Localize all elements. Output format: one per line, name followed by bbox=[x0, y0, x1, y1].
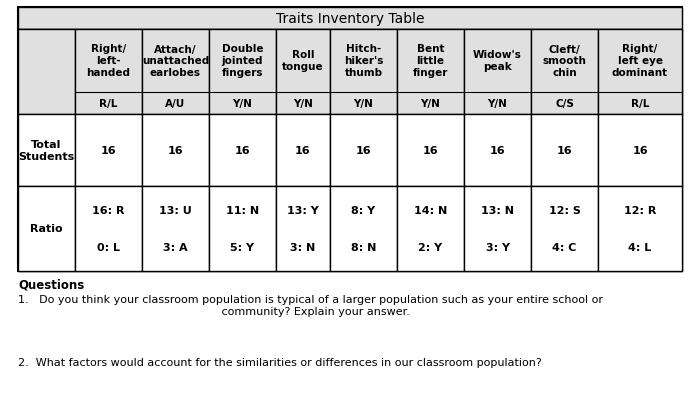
Text: Y/N: Y/N bbox=[354, 99, 373, 109]
Text: 1.   Do you think your classroom population is typical of a larger population su: 1. Do you think your classroom populatio… bbox=[18, 294, 603, 316]
Bar bbox=[531, 30, 598, 115]
Bar bbox=[75, 187, 142, 271]
Text: Ratio: Ratio bbox=[30, 224, 63, 234]
Text: 12: R: 12: R bbox=[624, 205, 656, 215]
Text: 2.  What factors would account for the similarities or differences in our classr: 2. What factors would account for the si… bbox=[18, 357, 542, 367]
Text: Bent
little
finger: Bent little finger bbox=[413, 44, 448, 78]
Text: Questions: Questions bbox=[18, 277, 84, 290]
Bar bbox=[464, 115, 531, 187]
Bar bbox=[330, 30, 397, 115]
Bar bbox=[464, 30, 531, 115]
Text: 8: N: 8: N bbox=[351, 242, 376, 253]
Bar bbox=[142, 115, 209, 187]
Text: Widow's
peak: Widow's peak bbox=[473, 50, 522, 72]
Bar bbox=[276, 187, 330, 271]
Bar bbox=[598, 115, 682, 187]
Bar bbox=[18, 187, 75, 271]
Text: Right/
left eye
dominant: Right/ left eye dominant bbox=[612, 44, 668, 78]
Bar bbox=[397, 30, 464, 115]
Bar bbox=[397, 187, 464, 271]
Text: Y/N: Y/N bbox=[293, 99, 313, 109]
Text: R/L: R/L bbox=[99, 99, 118, 109]
Text: 16: 16 bbox=[423, 146, 438, 156]
Text: 3: Y: 3: Y bbox=[486, 242, 510, 253]
Text: Traits Inventory Table: Traits Inventory Table bbox=[276, 12, 424, 26]
Bar bbox=[531, 115, 598, 187]
Bar bbox=[142, 30, 209, 115]
Bar bbox=[75, 115, 142, 187]
Bar bbox=[18, 8, 682, 271]
Bar bbox=[18, 30, 682, 115]
Text: 5: Y: 5: Y bbox=[230, 242, 255, 253]
Text: 8: Y: 8: Y bbox=[351, 205, 376, 215]
Bar bbox=[330, 115, 397, 187]
Text: 16: 16 bbox=[101, 146, 116, 156]
Text: Hitch-
hiker's
thumb: Hitch- hiker's thumb bbox=[344, 44, 383, 78]
Text: Cleft/
smooth
chin: Cleft/ smooth chin bbox=[542, 44, 587, 78]
Text: Double
jointed
fingers: Double jointed fingers bbox=[222, 44, 263, 78]
Text: 16: 16 bbox=[556, 146, 573, 156]
Text: 13: U: 13: U bbox=[159, 205, 192, 215]
Text: 3: N: 3: N bbox=[290, 242, 316, 253]
Bar bbox=[209, 30, 276, 115]
Bar bbox=[18, 187, 682, 271]
Text: Total
Students: Total Students bbox=[18, 140, 75, 161]
Text: 16: 16 bbox=[632, 146, 648, 156]
Text: 3: A: 3: A bbox=[163, 242, 188, 253]
Text: 0: L: 0: L bbox=[97, 242, 120, 253]
Text: Roll
tongue: Roll tongue bbox=[282, 50, 324, 72]
Text: 13: N: 13: N bbox=[481, 205, 514, 215]
Text: A/U: A/U bbox=[165, 99, 186, 109]
Text: 13: Y: 13: Y bbox=[287, 205, 319, 215]
Bar bbox=[209, 115, 276, 187]
Bar bbox=[18, 115, 682, 187]
Bar bbox=[18, 115, 75, 187]
Bar bbox=[598, 187, 682, 271]
Text: 2: Y: 2: Y bbox=[419, 242, 442, 253]
Text: Y/N: Y/N bbox=[488, 99, 508, 109]
Text: 4: L: 4: L bbox=[629, 242, 652, 253]
Text: Y/N: Y/N bbox=[421, 99, 440, 109]
Text: 14: N: 14: N bbox=[414, 205, 447, 215]
Bar bbox=[330, 187, 397, 271]
Text: Y/N: Y/N bbox=[232, 99, 253, 109]
Bar bbox=[531, 187, 598, 271]
Text: Attach/
unattached
earlobes: Attach/ unattached earlobes bbox=[142, 44, 209, 78]
Text: Right/
left-
handed: Right/ left- handed bbox=[87, 44, 130, 78]
Bar bbox=[18, 30, 75, 115]
Text: 16: 16 bbox=[168, 146, 183, 156]
Text: 16: 16 bbox=[356, 146, 371, 156]
Bar bbox=[18, 8, 682, 30]
Text: 16: R: 16: R bbox=[92, 205, 125, 215]
Bar bbox=[142, 187, 209, 271]
Text: 16: 16 bbox=[490, 146, 505, 156]
Bar bbox=[75, 30, 142, 115]
Bar bbox=[276, 115, 330, 187]
Text: 4: C: 4: C bbox=[552, 242, 577, 253]
Text: R/L: R/L bbox=[631, 99, 649, 109]
Bar bbox=[397, 115, 464, 187]
Text: 16: 16 bbox=[295, 146, 311, 156]
Bar bbox=[598, 30, 682, 115]
Text: 11: N: 11: N bbox=[226, 205, 259, 215]
Bar bbox=[209, 187, 276, 271]
Text: 12: S: 12: S bbox=[549, 205, 580, 215]
Bar bbox=[276, 30, 330, 115]
Bar bbox=[464, 187, 531, 271]
Text: 16: 16 bbox=[234, 146, 251, 156]
Text: C/S: C/S bbox=[555, 99, 574, 109]
